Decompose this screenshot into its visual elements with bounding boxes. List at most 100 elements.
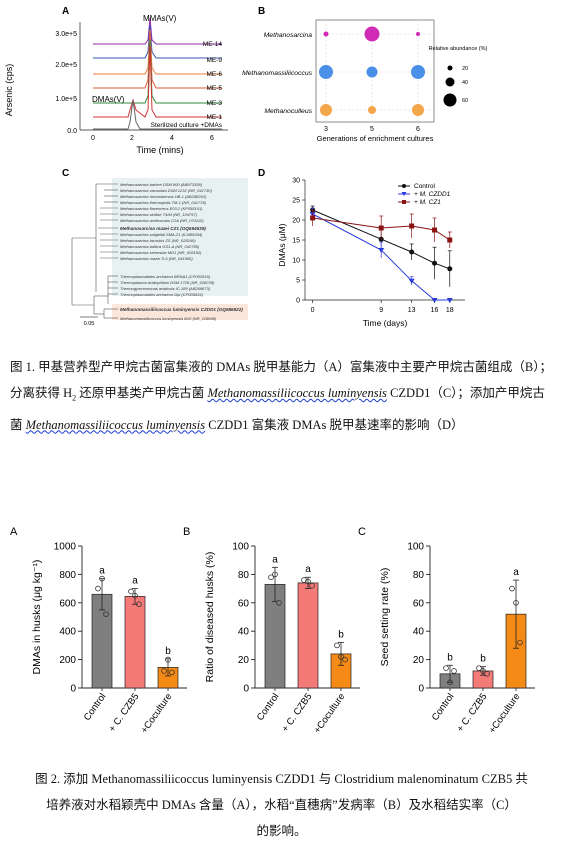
replicate-point [276,600,282,606]
caption-1-suffix: CZDD1 富集液 DMAs 脱甲基速率的影响（D） [205,417,464,432]
data-point [310,215,316,221]
trace-label: ME-1 [206,114,222,121]
trace-me-6: ME-6 [93,29,222,78]
y-tick-label: 40 [238,627,250,638]
legend-bubble [447,65,453,71]
mmas-peak-label: MMAs(V) [143,14,177,23]
taxon-label: Methanosarcina siciliae T4/M (NR_104757) [120,212,198,217]
bar [297,582,319,689]
significance-letter: a [132,576,138,587]
panel-a-ytick: 0.0 [67,128,77,135]
data-point [431,298,438,303]
y-tick-label: 20 [238,655,250,666]
replicate-point [132,592,138,599]
trace-label: ME-3 [206,100,222,107]
figure-2-caption: 图 2. 添加 Methanomassiliicoccus luminyensi… [8,766,555,844]
taxon-label: Methanomassiliicoccus luminyensis CZDD1 … [120,307,243,312]
row-label: Methanoculleus [264,108,312,115]
legend-value: 20 [462,66,468,72]
y-tick-label: 40 [413,627,425,638]
category-label: Control [430,691,457,722]
trace-me-9: ME-9 [93,24,222,64]
bubble-methanoculleus-6 [412,104,424,116]
y-tick-label: 60 [238,598,250,609]
taxon-label: Methanosarcina soligelidi SMA-21 (KJ4893… [120,232,203,237]
legend-value: 40 [462,80,468,86]
replicate-point [161,668,167,674]
panel-a-chromatogram: Arsenic (cps) 0.0 1.0e+5 2.0e+5 3.0e+5 0… [4,14,228,155]
y-tick-label: 80 [413,570,425,581]
category-label: Control [255,691,282,722]
y-tick-label: 80 [238,570,250,581]
replicate-point [99,575,105,582]
bubble-methanosarcina-6 [416,32,420,36]
data-point [447,237,453,243]
significance-letter: b [338,630,344,641]
col-label: 3 [324,126,328,133]
category-label: + C. CZB5 [107,691,142,734]
data-point [446,298,453,303]
x-tick-label: 0 [311,307,315,314]
panel-d-ylabel: DMAs (μM) [277,223,287,266]
significance-letter: a [305,564,311,575]
legend-cz1: + M. CZ1 [414,199,441,206]
y-axis-label: Seed setting rate (%) [379,568,391,667]
x-tick-label: 9 [379,307,383,314]
y-tick-label: 100 [232,542,249,553]
taxon-label: Thermoplasmatales archaeon Gpl (CP005934… [120,292,204,297]
panel-a-letter: A [62,6,69,17]
replicate-point [480,668,486,674]
replicate-point [136,601,142,608]
panel-b-bubble-chart: Methanosarcina Methanomassiliicoccus Met… [242,19,488,143]
replicate-point [165,656,171,663]
taxon-label: Methanosarcina flavescens E03.2 (KP05810… [120,206,203,211]
y-tick-label: 800 [59,570,76,581]
category-label: + C. CZB5 [280,691,315,734]
replicate-point [268,574,274,581]
replicate-point [95,585,101,592]
significance-letter: b [447,652,453,663]
taxon-label: Methanosarcina mazei S-6 (NR_041956) [120,256,193,261]
caption-1-h2: H [63,386,73,400]
taxon-label: Methanosarcina semesiae MD1 (NR_028182) [120,250,202,255]
replicate-point [476,665,482,671]
figure-2-panel-0: A DMAs in husks (μg kg⁻¹) 0 200 400 600 800 100… [10,526,187,736]
trace-me-14: ME-14 [93,17,223,48]
caption-2-line-2: 培养液对水稻颖壳中 DMAs 含量（A），水稻“直穗病”发病率（B）及水稻结实率… [46,798,517,812]
panel-letter: C [358,526,366,538]
panel-a-ytick: 1.0e+5 [55,96,77,103]
replicate-point [342,656,348,663]
replicate-point [169,669,175,676]
x-tick-label: 16 [431,307,439,314]
panel-d-letter: D [258,168,265,179]
dmas-peak-label: DMAs(V) [92,95,125,104]
y-tick-label: 30 [292,178,300,185]
panel-letter: B [183,526,190,538]
replicate-point [513,600,519,606]
replicate-point [309,582,315,589]
y-tick-label: 25 [292,198,300,205]
category-label: +Coculture [139,691,175,735]
trace-label: ME-6 [206,71,222,78]
caption-1-species-2: Methanomassiliicoccus luminyensis [25,417,206,432]
trace-label: ME-5 [206,85,222,92]
bubble-methanosarcina-3 [323,31,329,37]
replicate-point [338,653,344,660]
legend-value: 60 [462,98,468,104]
trace-label: ME-14 [203,41,223,48]
significance-letter: a [272,554,278,565]
taxon-label: Methanosarcina horonobensis HB-1 (AB2882… [120,194,207,199]
col-label: 6 [416,126,420,133]
replicate-point [484,671,490,677]
panel-a-xtick: 0 [91,135,95,142]
category-label: +Coculture [487,691,523,735]
y-tick-label: 0 [296,298,300,305]
y-tick-label: 5 [296,278,300,285]
y-tick-label: 0 [243,684,249,695]
significance-letter: a [99,566,105,577]
caption-1-prefix: 图 1. 甲基营养型产甲烷古菌富集液的 DMAs 脱甲基能力（A）富集液中主要产… [10,360,553,400]
caption-1-h2-sub: 2 [72,393,77,403]
data-point [378,248,385,253]
caption-2-line-3: 的影响。 [256,824,307,838]
